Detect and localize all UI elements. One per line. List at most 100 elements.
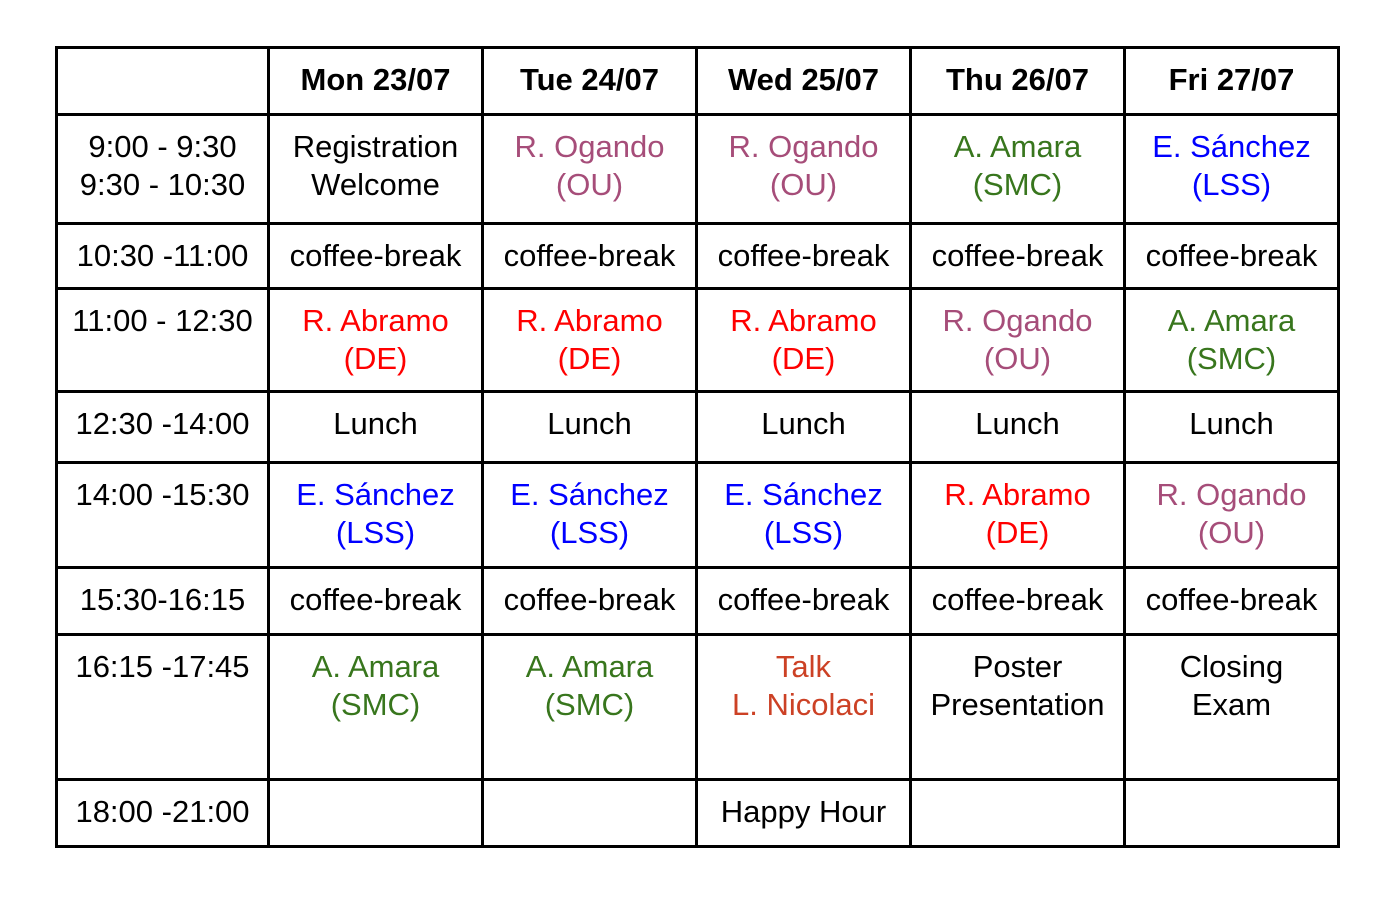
- event-detail: (DE): [557, 341, 622, 376]
- cell-r0-tue: R. Ogando (OU): [481, 113, 698, 225]
- col-header-wed: Wed 25/07: [695, 46, 912, 116]
- cell-r4-mon: E. Sánchez (LSS): [267, 461, 484, 569]
- cell-r6-mon: A. Amara (SMC): [267, 633, 484, 781]
- event-name: E. Sánchez: [296, 477, 455, 512]
- event-name: E. Sánchez: [1152, 129, 1311, 164]
- cell-r7-wed: Happy Hour: [695, 778, 912, 848]
- cell-r6-fri: Closing Exam: [1123, 633, 1340, 781]
- table-row: 14:00 -15:30 E. Sánchez (LSS) E. Sánchez…: [55, 461, 1340, 569]
- event-name: Poster: [972, 649, 1063, 684]
- event-name: coffee-break: [289, 238, 462, 273]
- event-detail: (DE): [985, 515, 1050, 550]
- event-name: coffee-break: [931, 238, 1104, 273]
- time-cell: 16:15 -17:45: [55, 633, 270, 781]
- table-row: 9:00 - 9:30 9:30 - 10:30 Registration We…: [55, 113, 1340, 225]
- col-header-tue: Tue 24/07: [481, 46, 698, 116]
- event-name: R. Abramo: [730, 303, 877, 338]
- time-cell: 18:00 -21:00: [55, 778, 270, 848]
- event-name: Lunch: [761, 406, 846, 441]
- event-detail: (OU): [983, 341, 1052, 376]
- cell-r2-mon: R. Abramo (DE): [267, 287, 484, 393]
- schedule-sheet: Mon 23/07 Tue 24/07 Wed 25/07 Thu 26/07 …: [55, 46, 1340, 848]
- table-row: 11:00 - 12:30 R. Abramo (DE) R. Abramo (…: [55, 287, 1340, 393]
- event-name: R. Ogando: [1156, 477, 1307, 512]
- cell-r5-mon: coffee-break: [267, 566, 484, 636]
- col-header-fri: Fri 27/07: [1123, 46, 1340, 116]
- event-detail: (SMC): [544, 687, 635, 722]
- cell-r4-fri: R. Ogando (OU): [1123, 461, 1340, 569]
- cell-r3-mon: Lunch: [267, 390, 484, 464]
- event-name: Lunch: [1189, 406, 1274, 441]
- cell-r2-tue: R. Abramo (DE): [481, 287, 698, 393]
- cell-r6-wed: Talk L. Nicolaci: [695, 633, 912, 781]
- cell-r1-tue: coffee-break: [481, 222, 698, 290]
- event-name: R. Ogando: [514, 129, 665, 164]
- event-detail: (OU): [1197, 515, 1266, 550]
- event-name: R. Abramo: [302, 303, 449, 338]
- event-detail: Presentation: [930, 687, 1105, 722]
- cell-r3-tue: Lunch: [481, 390, 698, 464]
- cell-r0-wed: R. Ogando (OU): [695, 113, 912, 225]
- event-detail: (DE): [343, 341, 408, 376]
- cell-r0-mon: Registration Welcome: [267, 113, 484, 225]
- cell-r1-fri: coffee-break: [1123, 222, 1340, 290]
- cell-r5-thu: coffee-break: [909, 566, 1126, 636]
- cell-r4-thu: R. Abramo (DE): [909, 461, 1126, 569]
- cell-r4-tue: E. Sánchez (LSS): [481, 461, 698, 569]
- event-name: A. Amara: [953, 129, 1082, 164]
- event-name: coffee-break: [503, 238, 676, 273]
- time-label: 15:30-16:15: [79, 582, 246, 617]
- event-detail: (SMC): [330, 687, 421, 722]
- event-detail: (LSS): [763, 515, 844, 550]
- event-detail: (LSS): [549, 515, 630, 550]
- table-row: 18:00 -21:00 Happy Hour: [55, 778, 1340, 848]
- time-label: 9:00 - 9:30: [88, 129, 237, 164]
- event-name: Happy Hour: [720, 794, 887, 829]
- cell-r4-wed: E. Sánchez (LSS): [695, 461, 912, 569]
- event-detail: (LSS): [335, 515, 416, 550]
- event-name: coffee-break: [717, 582, 890, 617]
- cell-r5-tue: coffee-break: [481, 566, 698, 636]
- time-label: 10:30 -11:00: [76, 238, 249, 273]
- cell-r7-mon: [267, 778, 484, 848]
- event-name: A. Amara: [525, 649, 654, 684]
- cell-r1-wed: coffee-break: [695, 222, 912, 290]
- event-name: Closing: [1179, 649, 1284, 684]
- time-label: 12:30 -14:00: [75, 406, 250, 441]
- event-name: coffee-break: [717, 238, 890, 273]
- event-name: R. Abramo: [944, 477, 1091, 512]
- event-name: coffee-break: [1145, 238, 1318, 273]
- schedule-table: Mon 23/07 Tue 24/07 Wed 25/07 Thu 26/07 …: [55, 46, 1340, 848]
- event-detail: (SMC): [1186, 341, 1277, 376]
- time-label: 9:30 - 10:30: [79, 167, 246, 202]
- event-name: A. Amara: [311, 649, 440, 684]
- event-name: Talk: [775, 649, 832, 684]
- event-detail: Welcome: [311, 167, 440, 202]
- event-name: A. Amara: [1167, 303, 1296, 338]
- cell-r2-fri: A. Amara (SMC): [1123, 287, 1340, 393]
- cell-r3-thu: Lunch: [909, 390, 1126, 464]
- event-name: Lunch: [333, 406, 418, 441]
- time-cell: 10:30 -11:00: [55, 222, 270, 290]
- event-name: E. Sánchez: [510, 477, 669, 512]
- cell-r3-wed: Lunch: [695, 390, 912, 464]
- col-header-thu: Thu 26/07: [909, 46, 1126, 116]
- event-detail: (SMC): [972, 167, 1063, 202]
- table-row: 12:30 -14:00 Lunch Lunch Lunch Lunch Lun…: [55, 390, 1340, 464]
- time-label: 11:00 - 12:30: [72, 303, 253, 338]
- event-name: R. Abramo: [516, 303, 663, 338]
- time-cell: 14:00 -15:30: [55, 461, 270, 569]
- cell-r7-thu: [909, 778, 1126, 848]
- event-name: R. Ogando: [942, 303, 1093, 338]
- event-detail: (DE): [771, 341, 836, 376]
- event-name: Lunch: [547, 406, 632, 441]
- time-label: 14:00 -15:30: [75, 477, 250, 512]
- cell-r6-thu: Poster Presentation: [909, 633, 1126, 781]
- cell-r5-fri: coffee-break: [1123, 566, 1340, 636]
- event-name: E. Sánchez: [724, 477, 883, 512]
- cell-r2-wed: R. Abramo (DE): [695, 287, 912, 393]
- event-name: coffee-break: [1145, 582, 1318, 617]
- time-cell: 15:30-16:15: [55, 566, 270, 636]
- event-name: coffee-break: [289, 582, 462, 617]
- event-name: coffee-break: [503, 582, 676, 617]
